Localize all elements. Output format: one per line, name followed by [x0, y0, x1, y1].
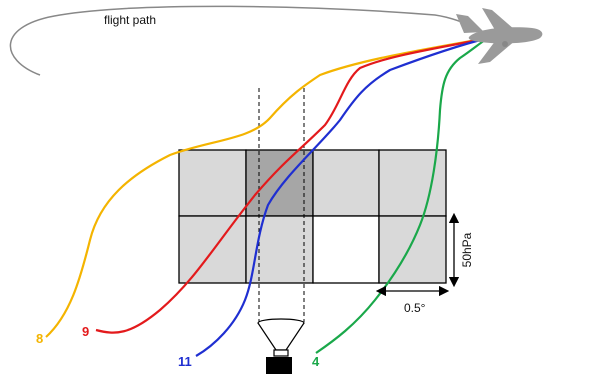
trajectory-label-11: 11 — [178, 354, 192, 369]
grid-cell — [178, 149, 247, 217]
grid-cell — [312, 149, 380, 217]
trajectory-4 — [315, 37, 489, 354]
trajectory-8 — [45, 36, 489, 338]
grid-spacing-label: 0.5° — [404, 301, 426, 315]
grid — [178, 149, 447, 284]
grid-cell — [312, 215, 380, 284]
flight-path-label: flight path — [104, 13, 156, 27]
trajectory-11 — [195, 36, 489, 357]
trajectory-label-4: 4 — [312, 354, 320, 369]
airplane-icon — [456, 8, 543, 64]
grid-cell — [378, 215, 447, 284]
pressure-interval-label: 50hPa — [460, 232, 474, 267]
trajectory-9 — [95, 36, 489, 334]
radiometer-icon — [257, 318, 305, 374]
trajectory-label-9: 9 — [82, 324, 89, 339]
trajectory-label-8: 8 — [36, 331, 43, 346]
flight-path-curve — [9, 5, 481, 76]
